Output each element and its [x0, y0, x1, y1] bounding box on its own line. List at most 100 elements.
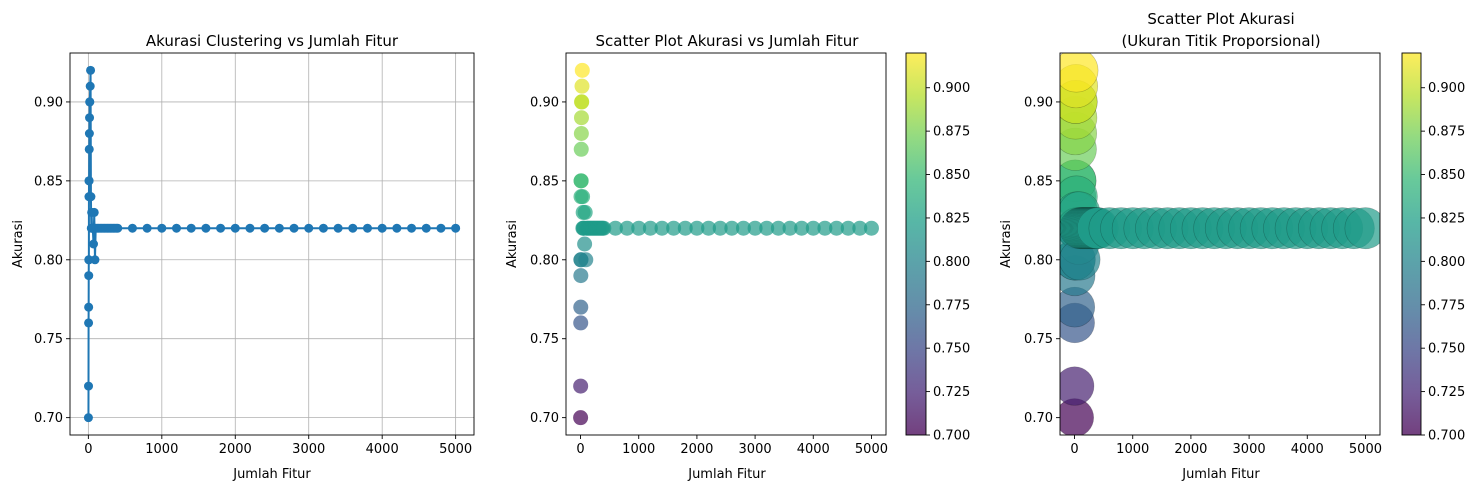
scatter-point — [631, 220, 647, 236]
scatter-point — [852, 220, 868, 236]
bubble-colorbar-tick-label: 0.725 — [1428, 385, 1465, 400]
line-marker — [89, 207, 99, 217]
bubble-point — [1060, 53, 1099, 93]
scatter-colorbar-tick-label: 0.825 — [933, 211, 970, 226]
bubble-point — [1344, 207, 1380, 250]
scatter-point — [747, 220, 763, 236]
scatter-point — [654, 220, 670, 236]
scatter-colorbar-tick-label: 0.850 — [933, 168, 970, 183]
line-marker — [348, 223, 358, 233]
line-marker — [274, 223, 284, 233]
bubble-chart-title-line2: (Ukuran Titik Proporsional) — [1121, 32, 1320, 50]
line-marker — [362, 223, 372, 233]
bubble-xtick-label: 5000 — [1349, 442, 1382, 457]
bubble-xtick-label: 3000 — [1233, 442, 1266, 457]
scatter-colorbar-tick-label: 0.725 — [933, 385, 970, 400]
scatter-colorbar-tick-label: 0.900 — [933, 81, 970, 96]
scatter-point — [573, 173, 589, 189]
scatter-xtick-label: 1000 — [622, 442, 655, 457]
bubble-ytick-label: 0.70 — [1024, 411, 1053, 426]
scatter-plot-area — [573, 62, 879, 426]
scatter-xtick-label: 2000 — [680, 442, 713, 457]
bubble-xtick-label: 0 — [1070, 442, 1078, 457]
line-marker — [377, 223, 387, 233]
line-marker — [84, 271, 94, 281]
line-series — [87, 70, 456, 418]
line-marker — [85, 97, 95, 107]
scatter-colorbar-frame — [905, 52, 927, 436]
line-chart-ylabel: Akurasi — [11, 220, 26, 268]
scatter-point — [759, 220, 775, 236]
scatter-ytick-label: 0.85 — [530, 174, 559, 189]
bubble-colorbar-frame — [1401, 52, 1422, 436]
line-marker — [85, 81, 95, 91]
scatter-xtick-label: 5000 — [855, 442, 888, 457]
scatter-colorbar-tick-label: 0.775 — [933, 298, 970, 313]
bubble-xtick-label: 4000 — [1291, 442, 1324, 457]
line-marker — [113, 223, 123, 233]
bubble-ytick-label: 0.80 — [1024, 253, 1053, 268]
scatter-point — [724, 220, 740, 236]
scatter-point — [573, 315, 589, 331]
scatter-point — [573, 110, 589, 126]
line-xtick-label: 1000 — [145, 442, 178, 457]
bubble-colorbar-tick-label: 0.875 — [1428, 125, 1465, 140]
scatter-xtick-label: 4000 — [797, 442, 830, 457]
line-xtick-label: 4000 — [366, 442, 399, 457]
scatter-point — [805, 220, 821, 236]
line-marker — [172, 223, 182, 233]
line-marker — [451, 223, 461, 233]
scatter-xtick-label: 0 — [576, 442, 584, 457]
scatter-ytick-label: 0.90 — [530, 95, 559, 110]
bubble-colorbar: 0.700 0.725 0.750 0.775 0.800 0.825 0.850 0.875… — [1401, 52, 1465, 444]
scatter-point — [574, 62, 590, 78]
bubble-colorbar-tick-label: 0.775 — [1428, 298, 1465, 313]
scatter-colorbar: 0.700 0.725 0.750 0.775 0.800 0.825 0.850 0.875… — [905, 52, 970, 444]
panel-line-chart: 0 1000 2000 3000 4000 5000 0.70 0.75 0.80 0.85 0.9… — [11, 32, 475, 482]
line-marker — [84, 129, 94, 139]
scatter-point — [619, 220, 635, 236]
bubble-axes: 0 1000 2000 3000 4000 5000 0.70 0.75 0.80 0.85 0.9… — [1024, 52, 1382, 457]
line-marker — [304, 223, 314, 233]
scatter-chart-ylabel: Akurasi — [505, 220, 520, 268]
panel-bubble-chart: 0 1000 2000 3000 4000 5000 0.70 0.75 0.80 0.85 0.9… — [999, 10, 1465, 482]
bubble-colorbar-tick-label: 0.700 — [1428, 429, 1465, 444]
scatter-ytick-label: 0.75 — [530, 332, 559, 347]
line-marker — [436, 223, 446, 233]
line-marker — [421, 223, 431, 233]
bubble-colorbar-gradient — [1402, 53, 1421, 435]
scatter-point — [840, 220, 856, 236]
line-axes: 0 1000 2000 3000 4000 5000 0.70 0.75 0.80 0.85 0.9… — [34, 52, 475, 457]
bubble-xtick-label: 2000 — [1174, 442, 1207, 457]
line-marker — [86, 65, 96, 75]
scatter-point — [573, 126, 589, 142]
line-marker — [90, 255, 100, 265]
line-marker — [392, 223, 402, 233]
line-marker — [289, 223, 299, 233]
scatter-point — [735, 220, 751, 236]
line-marker — [142, 223, 152, 233]
line-marker — [127, 223, 137, 233]
bubble-chart-title-line1: Scatter Plot Akurasi — [1147, 10, 1294, 28]
line-marker — [201, 223, 211, 233]
line-ytick-label: 0.80 — [34, 253, 63, 268]
line-marker — [84, 318, 94, 328]
scatter-point — [689, 220, 705, 236]
line-xtick-label: 5000 — [439, 442, 472, 457]
bubble-colorbar-tick-label: 0.825 — [1428, 211, 1465, 226]
line-marker — [260, 223, 270, 233]
bubble-xtick-label: 1000 — [1116, 442, 1149, 457]
scatter-point — [666, 220, 682, 236]
line-chart-title: Akurasi Clustering vs Jumlah Fitur — [146, 32, 399, 50]
line-marker — [245, 223, 255, 233]
line-marker — [84, 144, 94, 154]
bubble-colorbar-tick-label: 0.850 — [1428, 168, 1465, 183]
scatter-colorbar-gradient — [906, 53, 926, 435]
scatter-point — [794, 220, 810, 236]
line-marker — [230, 223, 240, 233]
scatter-colorbar-tick-label: 0.875 — [933, 125, 970, 140]
bubble-frame — [1059, 52, 1381, 436]
scatter-point — [596, 220, 612, 236]
bubble-ytick-label: 0.90 — [1024, 95, 1053, 110]
